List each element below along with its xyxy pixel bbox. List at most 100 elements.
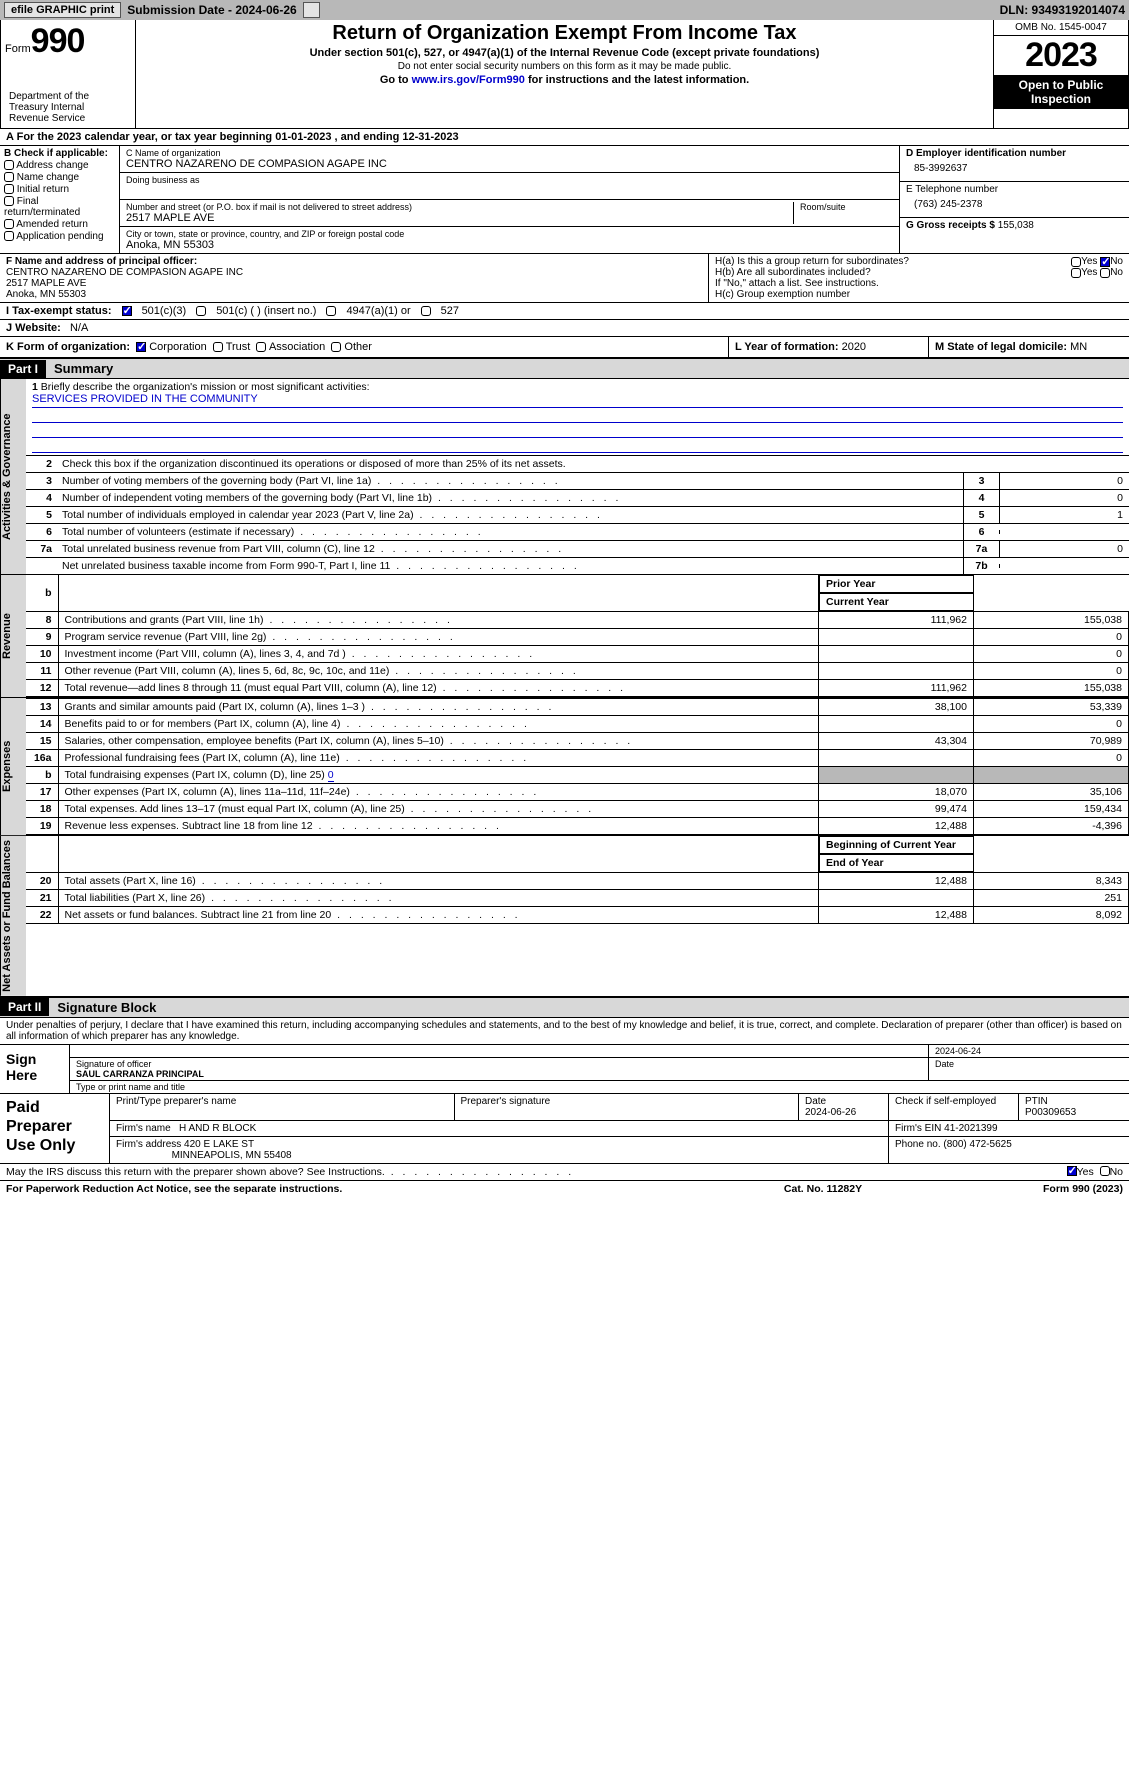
prep-date: 2024-06-26	[805, 1107, 856, 1118]
checkbox-amended[interactable]	[4, 219, 14, 229]
firm-phone: (800) 472-5625	[943, 1139, 1011, 1150]
table-row: 19Revenue less expenses. Subtract line 1…	[26, 818, 1129, 835]
perjury-statement: Under penalties of perjury, I declare th…	[0, 1018, 1129, 1044]
val-line5: 1	[999, 507, 1129, 523]
top-bar: efile GRAPHIC print Submission Date - 20…	[0, 0, 1129, 20]
dept-treasury: Department of the Treasury Internal Reve…	[5, 89, 131, 126]
vtab-netassets: Net Assets or Fund Balances	[0, 836, 26, 996]
checkbox-trust[interactable]	[213, 342, 223, 352]
form-subtitle: Under section 501(c), 527, or 4947(a)(1)…	[142, 47, 987, 59]
officer-signature-name: SAUL CARRANZA PRINCIPAL	[76, 1069, 204, 1079]
mission-text: SERVICES PROVIDED IN THE COMMUNITY	[32, 393, 1123, 408]
netassets-table: Beginning of Current YearEnd of Year 20T…	[26, 836, 1129, 924]
part2-header: Part II Signature Block	[0, 997, 1129, 1018]
submission-date: Submission Date - 2024-06-26	[127, 3, 296, 17]
summary-expenses: Expenses 13Grants and similar amounts pa…	[0, 698, 1129, 836]
year-formation: 2020	[842, 341, 866, 353]
vtab-revenue: Revenue	[0, 575, 26, 697]
table-row: 17Other expenses (Part IX, column (A), l…	[26, 784, 1129, 801]
revenue-table: bPrior YearCurrent Year 8Contributions a…	[26, 575, 1129, 697]
form-header: Form990 Department of the Treasury Inter…	[0, 20, 1129, 129]
firm-addr1: 420 E LAKE ST	[184, 1139, 254, 1150]
checkbox-527[interactable]	[421, 306, 431, 316]
firm-ein: 41-2021399	[944, 1123, 997, 1134]
table-row: 8Contributions and grants (Part VIII, li…	[26, 612, 1129, 629]
val-line4: 0	[999, 490, 1129, 506]
checkbox-corp[interactable]	[136, 342, 146, 352]
instructions-link: Go to www.irs.gov/Form990 for instructio…	[142, 74, 987, 86]
table-row: 13Grants and similar amounts paid (Part …	[26, 699, 1129, 716]
ssn-note: Do not enter social security numbers on …	[142, 61, 987, 72]
org-name: CENTRO NAZARENO DE COMPASION AGAPE INC	[126, 158, 893, 170]
tax-period-row: A For the 2023 calendar year, or tax yea…	[0, 129, 1129, 146]
checkbox-hb-no[interactable]	[1100, 268, 1110, 278]
form-title: Return of Organization Exempt From Incom…	[142, 22, 987, 45]
dln-label: DLN: 93493192014074	[1000, 3, 1125, 17]
efile-print-button[interactable]: efile GRAPHIC print	[4, 2, 121, 18]
val-line6	[999, 530, 1129, 534]
table-row: 15Salaries, other compensation, employee…	[26, 733, 1129, 750]
discuss-row: May the IRS discuss this return with the…	[0, 1164, 1129, 1181]
tax-year: 2023	[994, 36, 1128, 75]
checkbox-4947[interactable]	[326, 306, 336, 316]
table-row: 16aProfessional fundraising fees (Part I…	[26, 750, 1129, 767]
box-i: I Tax-exempt status: 501(c)(3) 501(c) ( …	[0, 303, 1129, 320]
omb-number: OMB No. 1545-0047	[994, 20, 1128, 36]
gross-receipts: 155,038	[998, 220, 1034, 231]
table-row: 21Total liabilities (Part X, line 26)251	[26, 890, 1129, 907]
table-row: 9Program service revenue (Part VIII, lin…	[26, 629, 1129, 646]
checkbox-final[interactable]	[4, 196, 14, 206]
city-state-zip: Anoka, MN 55303	[126, 239, 893, 251]
firm-name: H AND R BLOCK	[179, 1123, 256, 1134]
checkbox-hb-yes[interactable]	[1071, 268, 1081, 278]
val-line7b	[999, 564, 1129, 568]
box-j: J Website: N/A	[0, 320, 1129, 337]
table-row: 20Total assets (Part X, line 16)12,4888,…	[26, 873, 1129, 890]
summary-revenue: Revenue bPrior YearCurrent Year 8Contrib…	[0, 575, 1129, 698]
checkbox-assoc[interactable]	[256, 342, 266, 352]
checkbox-discuss-no[interactable]	[1100, 1166, 1110, 1176]
table-row: 11Other revenue (Part VIII, column (A), …	[26, 663, 1129, 680]
checkbox-discuss-yes[interactable]	[1067, 1166, 1077, 1176]
checkbox-501c3[interactable]	[122, 306, 132, 316]
firm-addr2: MINNEAPOLIS, MN 55408	[172, 1150, 292, 1161]
checkbox-ha-yes[interactable]	[1071, 257, 1081, 267]
checkbox-ha-no[interactable]	[1100, 257, 1110, 267]
boxes-f-h: F Name and address of principal officer:…	[0, 254, 1129, 303]
checkbox-initial[interactable]	[4, 184, 14, 194]
blank-button	[303, 2, 320, 18]
summary-activities: Activities & Governance 1 Briefly descri…	[0, 379, 1129, 575]
expenses-table: 13Grants and similar amounts paid (Part …	[26, 698, 1129, 835]
officer-name: CENTRO NAZARENO DE COMPASION AGAPE INC	[6, 267, 702, 278]
table-row: 22Net assets or fund balances. Subtract …	[26, 907, 1129, 924]
val-line3: 0	[999, 473, 1129, 489]
form-number: 990	[31, 22, 85, 60]
part1-header: Part I Summary	[0, 358, 1129, 379]
checkbox-name-change[interactable]	[4, 172, 14, 182]
vtab-expenses: Expenses	[0, 698, 26, 835]
paid-preparer-block: Paid Preparer Use Only Print/Type prepar…	[0, 1094, 1129, 1164]
table-row: 14Benefits paid to or for members (Part …	[26, 716, 1129, 733]
box-b: B Check if applicable: Address change Na…	[0, 146, 120, 253]
val-line7a: 0	[999, 541, 1129, 557]
sig-date: 2024-06-24	[929, 1045, 1129, 1057]
checkbox-app-pending[interactable]	[4, 231, 14, 241]
form-word: Form	[5, 43, 31, 55]
irs-link[interactable]: www.irs.gov/Form990	[412, 74, 525, 86]
checkbox-501c[interactable]	[196, 306, 206, 316]
table-row: 12Total revenue—add lines 8 through 11 (…	[26, 680, 1129, 697]
table-row: 10Investment income (Part VIII, column (…	[26, 646, 1129, 663]
box-c: C Name of organizationCENTRO NAZARENO DE…	[120, 146, 899, 253]
box-deg: D Employer identification number85-39926…	[899, 146, 1129, 253]
street-address: 2517 MAPLE AVE	[126, 212, 793, 224]
summary-netassets: Net Assets or Fund Balances Beginning of…	[0, 836, 1129, 997]
ein: 85-3992637	[906, 159, 1123, 178]
open-public-badge: Open to Public Inspection	[994, 75, 1128, 109]
checkbox-other[interactable]	[331, 342, 341, 352]
table-row: 18Total expenses. Add lines 13–17 (must …	[26, 801, 1129, 818]
sign-here-block: Sign Here 2024-06-24 Signature of office…	[0, 1044, 1129, 1094]
page-footer: For Paperwork Reduction Act Notice, see …	[0, 1181, 1129, 1197]
ptin: P00309653	[1025, 1107, 1076, 1118]
checkbox-addr-change[interactable]	[4, 160, 14, 170]
boxes-klm: K Form of organization: Corporation Trus…	[0, 337, 1129, 358]
